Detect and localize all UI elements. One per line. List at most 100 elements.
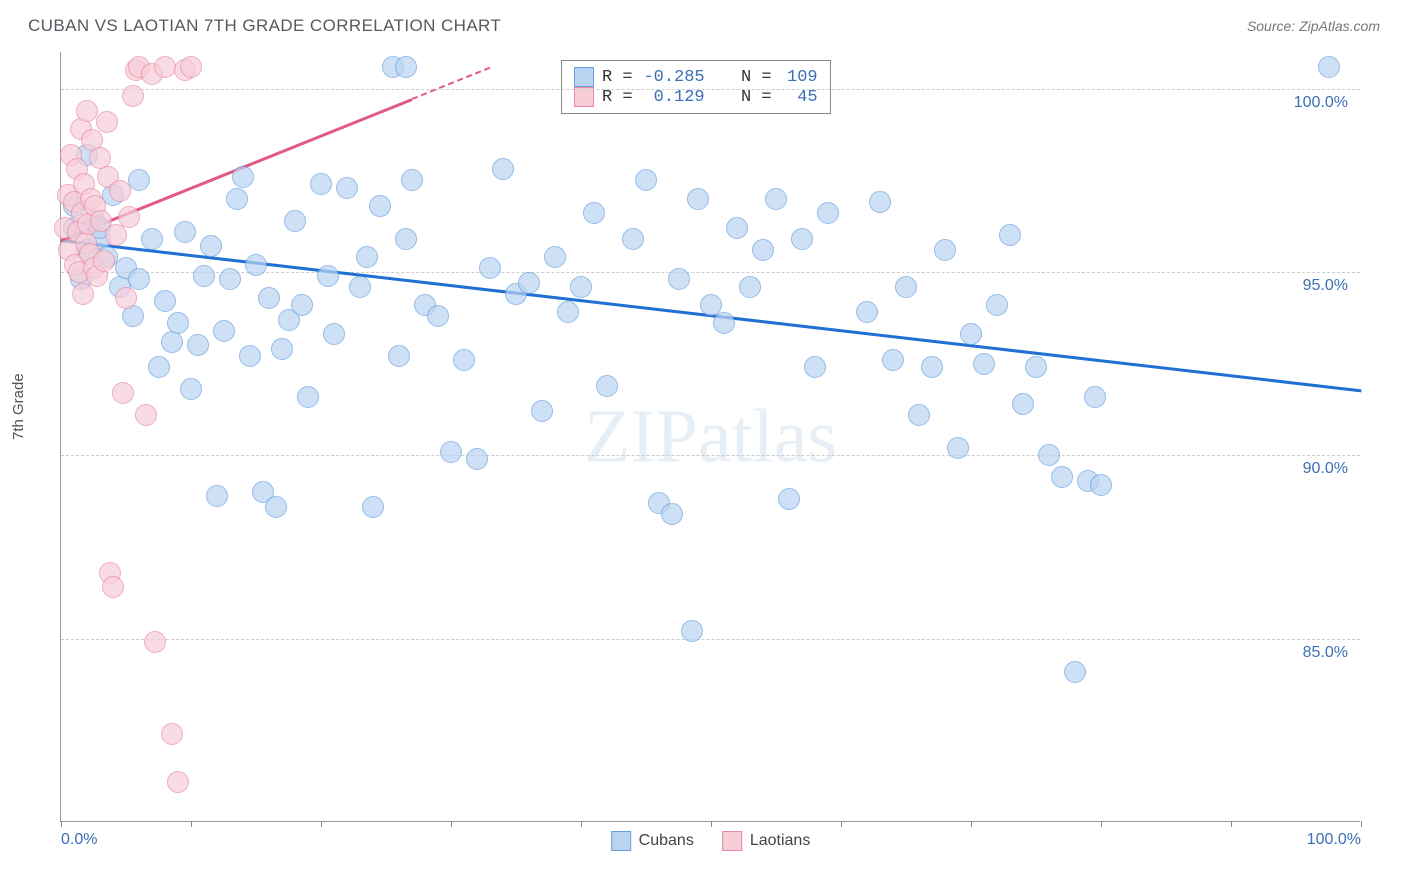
data-point [206,485,228,507]
x-tick [581,821,582,827]
data-point [72,283,94,305]
data-point [349,276,371,298]
data-point [112,382,134,404]
data-point [161,723,183,745]
data-point [1025,356,1047,378]
x-tick [841,821,842,827]
data-point [167,312,189,334]
data-point [271,338,293,360]
data-point [226,188,248,210]
legend-item: Cubans [611,831,694,851]
data-point [122,85,144,107]
data-point [895,276,917,298]
data-point [180,378,202,400]
data-point [213,320,235,342]
x-tick [971,821,972,827]
data-point [1051,466,1073,488]
data-point [817,202,839,224]
series-swatch [574,87,594,107]
data-point [395,56,417,78]
data-point [856,301,878,323]
data-point [479,257,501,279]
data-point [726,217,748,239]
data-point [167,771,189,793]
data-point [544,246,566,268]
data-point [999,224,1021,246]
x-tick [1101,821,1102,827]
plot-area: ZIPatlas R = -0.285 N = 109R = 0.129 N =… [60,52,1360,822]
data-point [297,386,319,408]
data-point [96,111,118,133]
data-point [713,312,735,334]
data-point [622,228,644,250]
x-tick [451,821,452,827]
data-point [291,294,313,316]
data-point [317,265,339,287]
y-tick-label: 95.0% [1303,277,1348,295]
data-point [239,345,261,367]
gridline [61,639,1360,640]
data-point [356,246,378,268]
data-point [388,345,410,367]
data-point [323,323,345,345]
data-point [141,228,163,250]
data-point [174,221,196,243]
data-point [531,400,553,422]
data-point [570,276,592,298]
x-tick-label: 0.0% [61,831,97,849]
data-point [258,287,280,309]
data-point [128,169,150,191]
data-point [681,620,703,642]
watermark: ZIPatlas [584,393,837,480]
data-point [1318,56,1340,78]
data-point [144,631,166,653]
data-point [453,349,475,371]
data-point [148,356,170,378]
data-point [1090,474,1112,496]
data-point [105,224,127,246]
stats-row: R = -0.285 N = 109 [574,67,818,87]
series-swatch [574,67,594,87]
data-point [882,349,904,371]
data-point [1084,386,1106,408]
x-tick [191,821,192,827]
gridline [61,455,1360,456]
data-point [369,195,391,217]
gridline [61,89,1360,90]
data-point [934,239,956,261]
data-point [187,334,209,356]
legend-swatch [611,831,631,851]
data-point [427,305,449,327]
stats-row: R = 0.129 N = 45 [574,87,818,107]
data-point [310,173,332,195]
data-point [245,254,267,276]
source-attribution: Source: ZipAtlas.com [1247,18,1380,34]
data-point [947,437,969,459]
data-point [180,56,202,78]
data-point [668,268,690,290]
legend-label: Cubans [639,832,694,850]
y-tick-label: 100.0% [1294,94,1348,112]
data-point [765,188,787,210]
y-axis-label: 7th Grade [10,373,27,440]
data-point [154,56,176,78]
data-point [93,250,115,272]
data-point [76,100,98,122]
data-point [336,177,358,199]
data-point [960,323,982,345]
chart-title: CUBAN VS LAOTIAN 7TH GRADE CORRELATION C… [28,16,501,36]
data-point [232,166,254,188]
data-point [908,404,930,426]
data-point [1012,393,1034,415]
data-point [118,206,140,228]
y-tick-label: 85.0% [1303,644,1348,662]
data-point [1038,444,1060,466]
data-point [193,265,215,287]
data-point [284,210,306,232]
data-point [362,496,384,518]
data-point [869,191,891,213]
correlation-stats-box: R = -0.285 N = 109R = 0.129 N = 45 [561,60,831,114]
data-point [200,235,222,257]
legend-item: Laotians [722,831,811,851]
data-point [973,353,995,375]
